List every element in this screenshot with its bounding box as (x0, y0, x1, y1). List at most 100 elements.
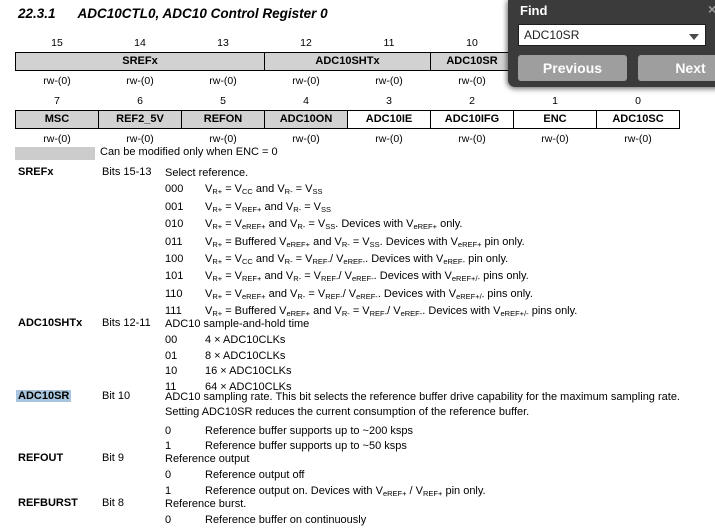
field-cell-adc10sr: ADC10SR (430, 51, 514, 71)
value-row: 1 Reference buffer supports up to ~50 ksp… (165, 439, 710, 454)
bit-number: 4 (303, 94, 309, 107)
value-text: VR+ = VeREF+ and VR- = VSS. Devices with… (205, 218, 463, 232)
find-search-input[interactable]: ADC10SR (518, 24, 706, 46)
value-code: 001 (165, 200, 184, 213)
bit-number: 5 (220, 94, 226, 107)
bit-number-row: 7 6 5 4 3 2 1 0 (16, 94, 680, 110)
field-bits: Bit 10 (102, 390, 131, 402)
find-dialog-title: Find (520, 3, 548, 18)
value-code: 000 (165, 183, 184, 196)
page-title: 22.3.1 ADC10CTL0, ADC10 Control Register … (18, 6, 328, 21)
field-description: Select reference. (165, 167, 249, 179)
value-text: VR+ = VeREF+ and VR- = VREF-/ VeREF-. De… (205, 287, 533, 301)
value-code: 11 (165, 380, 177, 393)
field-cell-msc: MSC (15, 109, 99, 129)
register-table-low-byte: 7 6 5 4 3 2 1 0 MSC REF2_5V REFON ADC10O… (15, 94, 680, 145)
value-code: 100 (165, 253, 184, 266)
field-bits: Bits 12-11 (102, 317, 151, 329)
value-text: 8 × ADC10CLKs (205, 349, 286, 362)
section-number: 22.3.1 (18, 6, 56, 21)
value-row: 0 Reference output off (165, 468, 710, 483)
access-type: rw-(0) (43, 132, 71, 145)
field-cell-srefx: SREFx (15, 51, 265, 71)
field-description: Reference burst. (165, 498, 247, 510)
access-type: rw-(0) (624, 132, 652, 145)
field-description: ADC10 sample-and-hold time (165, 318, 310, 330)
legend-text: Can be modified only when ENC = 0 (100, 146, 278, 158)
field-cell-adc10on: ADC10ON (264, 109, 348, 129)
value-row: 11 64 × ADC10CLKs (165, 380, 710, 395)
value-row: 101 VR+ = VREF+ and VR- = VREF-/ VeREF-. … (165, 269, 710, 286)
value-row: 010 VR+ = VeREF+ and VR- = VSS. Devices w… (165, 217, 710, 234)
access-type: rw-(0) (209, 132, 237, 145)
value-text: 64 × ADC10CLKs (205, 380, 292, 393)
value-text: 4 × ADC10CLKs (205, 334, 286, 347)
value-code: 1 (165, 440, 172, 453)
field-name: ADC10SHTx (18, 317, 83, 329)
value-code: 010 (165, 218, 184, 231)
chevron-down-icon[interactable] (689, 34, 699, 40)
access-type: rw-(0) (375, 74, 403, 87)
field-row: MSC REF2_5V REFON ADC10ON ADC10IE ADC10I… (15, 109, 680, 129)
value-code: 101 (165, 270, 184, 283)
field-name: SREFx (18, 166, 54, 178)
value-row: 011 VR+ = Buffered VeREF+ and VR- = VSS. … (165, 235, 710, 252)
bit-number: 11 (383, 36, 395, 49)
value-row: 001 VR+ = VREF+ and VR- = VSS (165, 200, 710, 217)
bit-number: 14 (134, 36, 146, 49)
value-text: Reference buffer supports up to ~50 ksps (205, 440, 407, 453)
value-text: VR+ = VREF+ and VR- = VREF-/ VeREF-. Dev… (205, 270, 529, 284)
field-bits: Bit 9 (102, 452, 125, 464)
find-search-value: ADC10SR (524, 28, 580, 42)
field-description: Setting ADC10SR reduces the current cons… (165, 406, 530, 419)
access-type: rw-(0) (292, 132, 320, 145)
field-cell-adc10sc: ADC10SC (596, 109, 680, 129)
value-text: 16 × ADC10CLKs (205, 365, 292, 378)
value-text: VR+ = VCC and VR- = VREF-/ VeREF-. Devic… (205, 253, 509, 267)
value-text: Reference output on. Devices with VeREF+… (205, 484, 486, 498)
value-code: 011 (165, 235, 183, 248)
field-name: REFOUT (18, 452, 64, 464)
bit-number: 7 (54, 94, 60, 107)
next-button[interactable]: Next (638, 55, 715, 81)
value-row: 110 VR+ = VeREF+ and VR- = VREF-/ VeREF-.… (165, 287, 710, 304)
value-code: 10 (165, 365, 178, 378)
value-code: 00 (165, 334, 178, 347)
access-type: rw-(0) (43, 74, 71, 87)
find-dialog: Find × ADC10SR Previous Next (508, 0, 715, 87)
value-row: 111 VR+ = Buffered VeREF+ and VR- = VREF-… (165, 304, 710, 321)
value-row: 000 VR+ = VCC and VR- = VSS (165, 182, 710, 199)
bit-number: 10 (466, 36, 478, 49)
bit-number: 1 (552, 94, 558, 107)
field-cell-adc10ifg: ADC10IFG (430, 109, 514, 129)
access-type: rw-(0) (541, 132, 569, 145)
value-code: 1 (165, 484, 172, 497)
access-type: rw-(0) (458, 74, 486, 87)
close-icon[interactable]: × (708, 1, 715, 17)
value-code: 01 (165, 349, 178, 362)
field-bits: Bit 8 (102, 497, 125, 509)
value-row: 100 VR+ = VCC and VR- = VREF-/ VeREF-. De… (165, 252, 710, 269)
value-row: 00 4 × ADC10CLKs (165, 333, 710, 348)
legend-shaded-swatch (15, 147, 95, 160)
section-title: ADC10CTL0, ADC10 Control Register 0 (77, 6, 328, 21)
value-text: VR+ = Buffered VeREF+ and VR- = VREF-/ V… (205, 305, 578, 319)
field-name: REFBURST (18, 497, 78, 509)
previous-button[interactable]: Previous (518, 55, 627, 81)
access-row: rw-(0) rw-(0) rw-(0) rw-(0) rw-(0) rw-(0… (16, 70, 680, 87)
bit-number-row: 15 14 13 12 11 10 (16, 36, 680, 52)
value-code: 0 (165, 469, 172, 482)
field-description: Reference output (165, 453, 250, 465)
value-text: VR+ = VCC and VR- = VSS (205, 183, 323, 197)
bit-number: 2 (469, 94, 475, 107)
field-bits: Bits 15-13 (102, 166, 152, 178)
field-cell-adc10shtx: ADC10SHTx (264, 51, 431, 71)
bit-number: 12 (300, 36, 312, 49)
value-row: 1 Reference output on. Devices with VeREF… (165, 484, 710, 501)
value-text: VR+ = Buffered VeREF+ and VR- = VSS. Dev… (205, 235, 525, 249)
value-code: 110 (165, 287, 183, 300)
field-cell-adc10ie: ADC10IE (347, 109, 431, 129)
bit-number: 13 (217, 36, 229, 49)
field-name: ADC10SR (16, 390, 72, 402)
field-description: ADC10 sampling rate. This bit selects th… (165, 391, 680, 403)
